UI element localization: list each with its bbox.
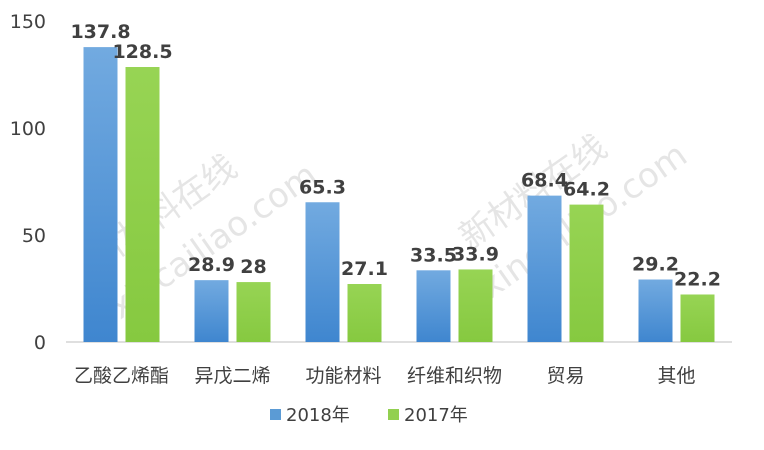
y-tick-label: 50 [22,225,46,247]
data-label: 64.2 [563,179,610,201]
x-tick-label: 纤维和织物 [407,365,502,387]
data-label: 27.1 [341,258,388,280]
x-tick-label: 其他 [657,365,695,387]
data-label: 28 [240,256,266,278]
bar-2017 [569,204,604,342]
bar-2017 [680,294,715,342]
data-label: 137.8 [70,21,130,43]
bar-2018 [83,47,118,342]
bar-2017 [236,282,271,342]
data-label: 65.3 [299,176,346,198]
x-axis-tick-labels: 乙酸乙烯酯 异戊二烯 功能材料 纤维和织物 贸易 其他 [74,365,696,387]
bar-2018 [194,280,229,342]
bar-2017 [125,67,160,342]
x-tick-label: 乙酸乙烯酯 [74,365,169,387]
data-label: 29.2 [632,254,679,276]
legend-label: 2018年 [286,405,350,426]
data-label: 68.4 [521,170,568,192]
y-axis-tick-labels: 0 50 100 150 [10,11,46,354]
data-label: 28.9 [188,254,235,276]
y-tick-label: 100 [10,118,46,140]
bar-2018 [416,270,451,342]
data-label: 22.2 [674,268,721,290]
bar-2018 [638,279,673,342]
bar-2018 [305,202,340,342]
legend-swatch-2017 [388,409,399,420]
x-tick-label: 功能材料 [305,365,381,387]
bar-2017 [458,269,493,342]
y-tick-label: 150 [10,11,46,33]
legend-label: 2017年 [404,405,468,426]
x-tick-label: 异戊二烯 [194,365,270,387]
data-label: 128.5 [112,41,172,63]
bar-2018 [527,195,562,342]
bars [83,47,715,342]
x-tick-label: 贸易 [546,365,584,387]
y-tick-label: 0 [34,332,46,354]
bar-2017 [347,284,382,342]
legend: 2018年 2017年 [270,405,468,426]
data-label: 33.9 [452,243,499,265]
legend-swatch-2018 [270,409,281,420]
data-label: 33.5 [410,244,457,266]
